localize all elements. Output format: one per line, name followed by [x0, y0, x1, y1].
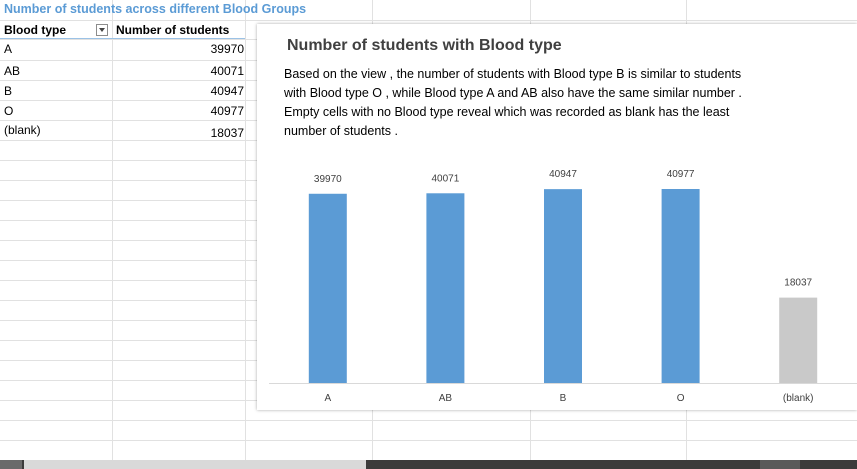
table-row-count[interactable]: 18037: [210, 126, 244, 140]
header-blood-type[interactable]: Blood type: [4, 23, 66, 37]
bar-b: [544, 189, 582, 383]
bar-o: [661, 189, 700, 383]
scroll-thumb[interactable]: [24, 460, 366, 469]
table-row-type[interactable]: O: [4, 104, 14, 118]
table-row-type[interactable]: AB: [4, 64, 21, 78]
bar-a: [308, 193, 347, 383]
bar-blank: [779, 297, 818, 383]
filter-dropdown-button[interactable]: [96, 24, 108, 36]
chart-description: Based on the view , the number of studen…: [284, 67, 742, 138]
horizontal-scrollbar[interactable]: [0, 460, 857, 469]
table-row-count[interactable]: 40977: [210, 104, 244, 118]
x-tick-label: (blank): [783, 393, 814, 404]
chevron-down-icon: [99, 28, 105, 32]
bar-chart: 39970 A 40071 AB 40947 B 40977 O 18037 (blank): [269, 169, 857, 404]
table-row-type[interactable]: A: [4, 42, 13, 56]
table-row-type[interactable]: (blank): [4, 123, 41, 137]
table-row-type[interactable]: B: [4, 84, 13, 98]
table-row-count[interactable]: 39970: [210, 42, 244, 56]
x-tick-label: AB: [439, 393, 453, 404]
data-label: 39970: [314, 174, 342, 185]
x-tick-label: B: [560, 393, 567, 404]
x-tick-label: A: [324, 393, 331, 404]
scroll-right-button[interactable]: [760, 460, 800, 469]
sheet-title: Number of students across different Bloo…: [4, 2, 307, 16]
data-label: 40977: [667, 169, 695, 180]
chart-panel[interactable]: Number of students with Blood type Based…: [257, 24, 857, 410]
table-row-count[interactable]: 40947: [210, 84, 244, 98]
scroll-left-button[interactable]: [0, 460, 22, 469]
bar-ab: [426, 193, 465, 383]
data-label: 40071: [431, 173, 459, 184]
header-underline: [0, 38, 245, 39]
chart-title: Number of students with Blood type: [287, 37, 562, 54]
table-row-count[interactable]: 40071: [210, 64, 244, 78]
x-tick-label: O: [677, 393, 685, 404]
data-label: 40947: [549, 169, 577, 180]
data-label: 18037: [784, 278, 812, 289]
header-number-of-students[interactable]: Number of students: [116, 23, 230, 37]
